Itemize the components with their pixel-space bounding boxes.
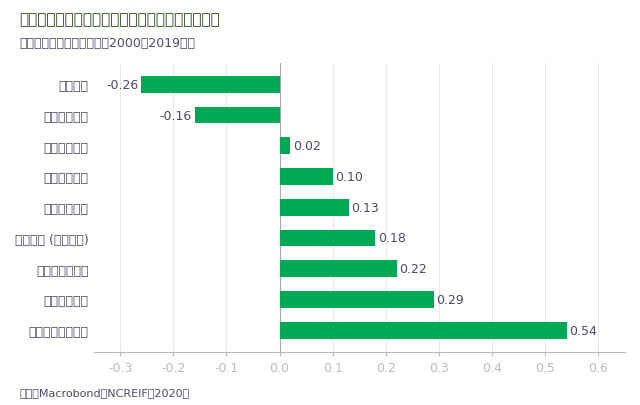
- Text: （米国森林投資との相関、2000～2019年）: （米国森林投資との相関、2000～2019年）: [19, 36, 195, 49]
- Bar: [280, 138, 290, 155]
- Bar: [195, 107, 280, 124]
- Bar: [280, 199, 349, 216]
- Bar: [280, 291, 434, 308]
- Text: 0.22: 0.22: [399, 262, 427, 275]
- Text: 0.13: 0.13: [351, 201, 379, 214]
- Bar: [280, 230, 375, 247]
- Text: 森林投資のリターンは伝統的資産との相関が低い: 森林投資のリターンは伝統的資産との相関が低い: [19, 12, 220, 27]
- Text: -0.16: -0.16: [159, 109, 192, 122]
- Bar: [141, 77, 280, 94]
- Text: 0.18: 0.18: [378, 232, 406, 245]
- Text: -0.26: -0.26: [106, 79, 139, 92]
- Bar: [280, 168, 333, 185]
- Bar: [280, 322, 566, 339]
- Text: 0.02: 0.02: [293, 140, 321, 153]
- Text: 0.29: 0.29: [436, 293, 464, 306]
- Text: 出所：Macrobond、NCREIF、2020年: 出所：Macrobond、NCREIF、2020年: [19, 387, 189, 397]
- Text: 0.10: 0.10: [335, 171, 364, 183]
- Text: 0.54: 0.54: [569, 324, 597, 337]
- Bar: [280, 260, 397, 277]
